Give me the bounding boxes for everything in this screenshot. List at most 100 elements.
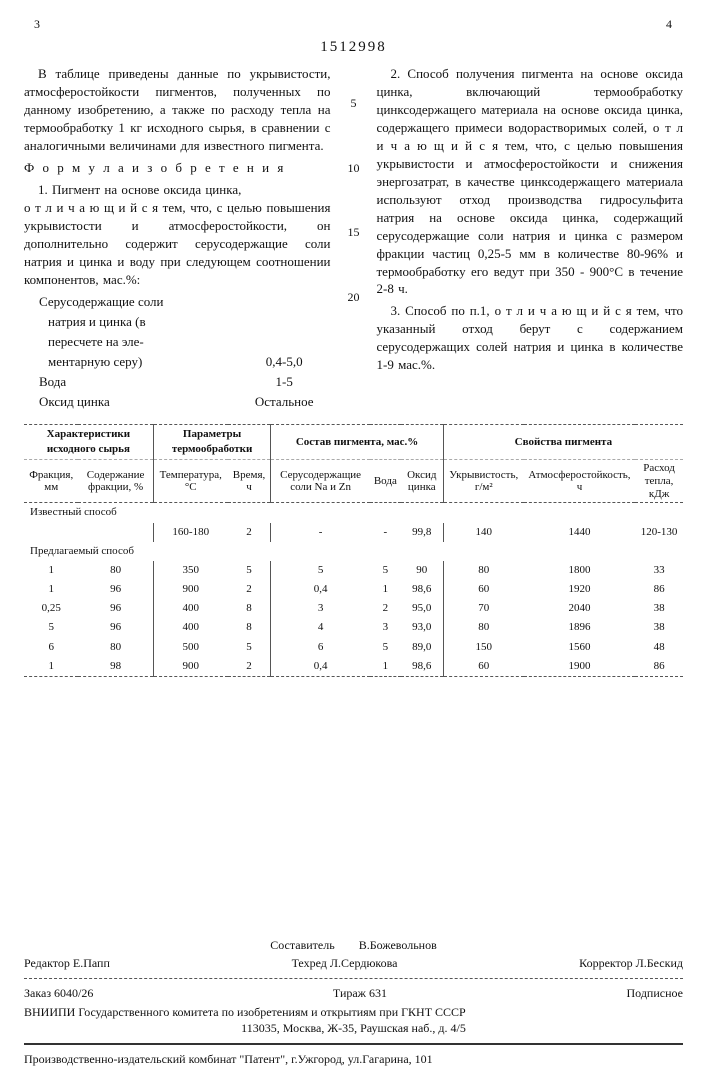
- table-row: 1803505559080180033: [24, 561, 683, 580]
- table-cell: 400: [153, 599, 227, 618]
- editor-label: Редактор: [24, 956, 70, 970]
- group-header: Состав пигмента, мас.%: [271, 425, 443, 460]
- table-cell: 2040: [524, 599, 635, 618]
- table-cell: 5: [271, 561, 370, 580]
- comp-label: ментарную серу): [24, 352, 235, 372]
- left-para-1: В таблице приведены данные по укрывистос…: [24, 65, 331, 155]
- table-cell: 86: [635, 580, 683, 599]
- table-row: 19690020,4198,660192086: [24, 580, 683, 599]
- col-header: Укрывистость, г/м²: [443, 460, 523, 503]
- colophon: Составитель В.Божевольнов Редактор Е.Пап…: [24, 937, 683, 1067]
- two-column-text: В таблице приведены данные по укрывистос…: [24, 65, 683, 412]
- table-cell: 86: [635, 657, 683, 677]
- line-number-gutter: 5 10 15 20: [345, 65, 363, 412]
- table-row: 68050056589,0150156048: [24, 638, 683, 657]
- table-row: 0,259640083295,070204038: [24, 599, 683, 618]
- table-body: Известный способ160-1802--99,81401440120…: [24, 503, 683, 677]
- table-cell: 96: [78, 599, 153, 618]
- table-row: Оксид цинкаОстальное: [24, 392, 331, 412]
- col-header: Оксид цинка: [401, 460, 443, 503]
- table-cell: 160-180: [153, 523, 227, 542]
- group-header: Параметры термообработки: [153, 425, 271, 460]
- table-cell: 0,4: [271, 657, 370, 677]
- col-header: Расход тепла, кДж: [635, 460, 683, 503]
- group-header: Свойства пигмента: [443, 425, 683, 460]
- table-cell: 98,6: [401, 580, 443, 599]
- table-cell: 1896: [524, 618, 635, 637]
- table-row: Предлагаемый способ: [24, 542, 683, 561]
- table-cell: 8: [228, 618, 271, 637]
- page: 3 4 1512998 В таблице приведены данные п…: [0, 0, 707, 1087]
- group-header: Характеристики исходного сырья: [24, 425, 153, 460]
- table-cell: 70: [443, 599, 523, 618]
- method-label: Известный способ: [24, 503, 683, 523]
- table-cell: 500: [153, 638, 227, 657]
- table-cell: 3: [271, 599, 370, 618]
- table-cell: 5: [228, 561, 271, 580]
- col-header: Атмосферостойкость, ч: [524, 460, 635, 503]
- tech-label: Техред: [292, 956, 327, 970]
- table-row: Вода1-5: [24, 372, 331, 392]
- col-header: Содержание фракции, %: [78, 460, 153, 503]
- table-cell: 1: [24, 580, 78, 599]
- gutter-mark: 15: [348, 224, 360, 241]
- comp-value: Остальное: [235, 392, 331, 412]
- table-cell: 900: [153, 580, 227, 599]
- compiler-label: Составитель: [270, 937, 334, 954]
- claim-2: 2. Способ получения пигмента на основе о…: [377, 65, 684, 298]
- table-cell: 96: [78, 580, 153, 599]
- table-cell: 1440: [524, 523, 635, 542]
- table-cell: 89,0: [401, 638, 443, 657]
- table-cell: 48: [635, 638, 683, 657]
- table-cell: 6: [24, 638, 78, 657]
- page-head: 3 4: [24, 16, 683, 33]
- org-address: 113035, Москва, Ж-35, Раушская наб., д. …: [24, 1020, 683, 1037]
- col-header: Температура, °С: [153, 460, 227, 503]
- table-cell: 5: [24, 618, 78, 637]
- table-row: 160-1802--99,81401440120-130: [24, 523, 683, 542]
- table-cell: 98: [78, 657, 153, 677]
- claim-3: 3. Способ по п.1, о т л и ч а ю щ и й с …: [377, 302, 684, 374]
- table-cell: 350: [153, 561, 227, 580]
- col-header: Фракция, мм: [24, 460, 78, 503]
- document-number: 1512998: [24, 37, 683, 58]
- table-header-sub: Фракция, мм Содержание фракции, % Темпер…: [24, 460, 683, 503]
- composition-table: Серусодержащие соли натрия и цинка (в пе…: [24, 292, 331, 412]
- podpisnoe: Подписное: [627, 985, 684, 1002]
- order-number: Заказ 6040/26: [24, 985, 93, 1002]
- table-cell: 60: [443, 657, 523, 677]
- table-cell: 0,4: [271, 580, 370, 599]
- tirazh: Тираж 631: [333, 985, 387, 1002]
- table-cell: -: [271, 523, 370, 542]
- table-cell: [24, 523, 78, 542]
- divider: [24, 978, 683, 979]
- table-cell: 900: [153, 657, 227, 677]
- table-cell: 98,6: [401, 657, 443, 677]
- comp-label: натрия и цинка (в: [24, 312, 235, 332]
- printer-line: Производственно-издательский комбинат "П…: [24, 1051, 683, 1068]
- table-cell: 3: [370, 618, 401, 637]
- table-cell: 2: [228, 523, 271, 542]
- table-cell: 80: [443, 618, 523, 637]
- page-right-num: 4: [666, 16, 673, 33]
- table-cell: 140: [443, 523, 523, 542]
- col-header: Вода: [370, 460, 401, 503]
- table-row: натрия и цинка (в: [24, 312, 331, 332]
- page-left-num: 3: [34, 16, 41, 33]
- data-table: Характеристики исходного сырья Параметры…: [24, 424, 683, 677]
- table-row: ментарную серу)0,4-5,0: [24, 352, 331, 372]
- compiler-name: В.Божевольнов: [359, 937, 437, 954]
- table-cell: -: [370, 523, 401, 542]
- table-cell: 5: [228, 638, 271, 657]
- claim-1-lead: 1. Пигмент на основе оксида цинка,: [24, 181, 331, 199]
- table-cell: 2: [370, 599, 401, 618]
- table-cell: 93,0: [401, 618, 443, 637]
- table-cell: 38: [635, 618, 683, 637]
- comp-value: 1-5: [235, 372, 331, 392]
- table-cell: 1560: [524, 638, 635, 657]
- table-cell: 80: [443, 561, 523, 580]
- left-column: В таблице приведены данные по укрывистос…: [24, 65, 331, 412]
- gutter-mark: 5: [351, 95, 357, 112]
- table-cell: 38: [635, 599, 683, 618]
- table-cell: 99,8: [401, 523, 443, 542]
